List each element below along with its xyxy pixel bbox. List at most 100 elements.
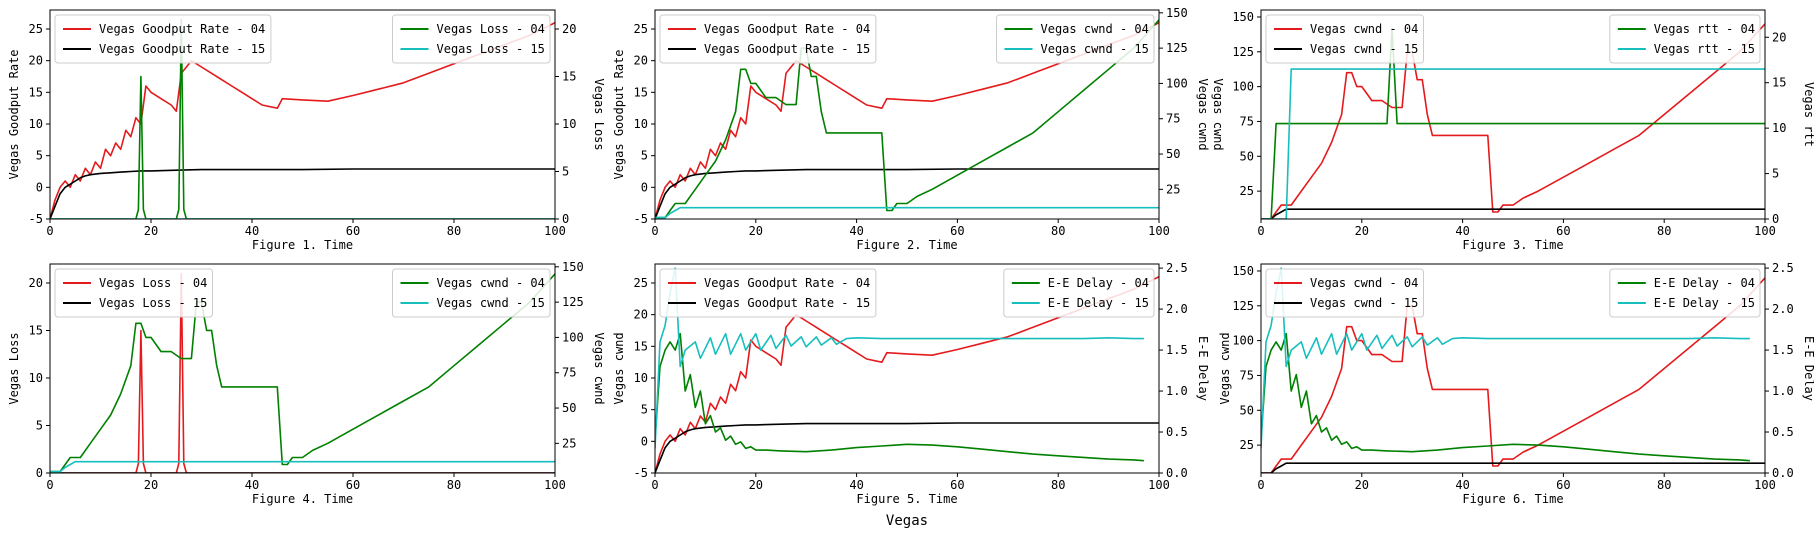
x-tick-label: 40 (849, 224, 863, 238)
y-right-tick-label: 150 (562, 260, 584, 274)
series-line-right-1 (1261, 27, 1765, 219)
legend-label: Vegas Loss - 04 (99, 276, 207, 290)
y-right-tick-label: 5 (1772, 167, 1779, 181)
legend-left: Vegas Goodput Rate - 04 Vegas Goodput Rat… (659, 14, 877, 64)
series-line-left-2 (1261, 208, 1765, 219)
y-left-tick-label: 75 (1240, 114, 1254, 128)
y-left-tick-label: 20 (634, 54, 648, 68)
y-left-tick-label: 25 (634, 276, 648, 290)
plot-frame (654, 263, 1160, 474)
series-line-left-2 (1261, 462, 1765, 473)
y-right-tick-label: 2.5 (1772, 261, 1794, 275)
y-right-tick-label: 0.5 (1166, 425, 1188, 439)
legend-box (54, 14, 272, 64)
y-left-tick-label: 10 (634, 117, 648, 131)
legend-label: Vegas Goodput Rate - 15 (704, 42, 870, 56)
x-tick-label: 40 (849, 478, 863, 492)
legend-label: Vegas rtt - 04 (1654, 22, 1755, 36)
series-line-right-2 (655, 267, 1144, 449)
legend-label: Vegas cwnd - 15 (1310, 42, 1418, 56)
y-right-tick-label: 100 (1166, 76, 1188, 90)
legend-label: Vegas Loss - 15 (437, 42, 545, 56)
y-left-tick-label: 0 (36, 180, 43, 194)
series-line-left-2 (50, 168, 555, 219)
y-left-tick-label: 50 (1240, 149, 1254, 163)
y-left-tick-label: 25 (634, 22, 648, 36)
y-right-tick-label: 20 (1772, 30, 1786, 44)
y-left-tick-label: 5 (36, 419, 43, 433)
y-left-tick-label: -5 (29, 212, 43, 226)
series-line-right-1 (655, 332, 1144, 462)
y-right-tick-label: 15 (1772, 76, 1786, 90)
x-axis-label: Figure 5. Time (856, 492, 957, 506)
x-tick-label: 0 (46, 478, 53, 492)
x-tick-label: 100 (1754, 478, 1776, 492)
legend-label: E-E Delay - 15 (1048, 296, 1149, 310)
series-line-right-1 (1261, 332, 1750, 462)
y-right-tick-label: 25 (1166, 182, 1180, 196)
x-tick-label: 0 (46, 224, 53, 238)
y-right-tick-label: 75 (1166, 112, 1180, 126)
series-line-right-2 (1261, 68, 1765, 219)
y-left-tick-label: -5 (634, 212, 648, 226)
legend-label: Vegas Goodput Rate - 04 (704, 22, 870, 36)
y-right-tick-label: 10 (562, 117, 576, 131)
figure-suptitle: Vegas (885, 513, 929, 529)
y-left-tick-label: 0 (641, 434, 648, 448)
legend-box (1265, 14, 1424, 64)
y-right-tick-label: 125 (562, 295, 584, 309)
y-left-tick-label: 25 (1240, 438, 1254, 452)
series-line-right-2 (1261, 267, 1750, 449)
series-line-left-1 (655, 275, 1159, 473)
legend-label: Vegas cwnd - 04 (1310, 276, 1418, 290)
y-left-tick-label: 5 (641, 403, 648, 417)
legend-right: Vegas Loss - 04 Vegas Loss - 15 (392, 14, 551, 64)
series-line-right-1 (50, 273, 555, 473)
legend-right: Vegas cwnd - 04 Vegas cwnd - 15 (996, 14, 1155, 64)
x-tick-label: 80 (1051, 478, 1065, 492)
series-line-left-2 (655, 422, 1159, 473)
y-right-tick-label: 2.0 (1772, 302, 1794, 316)
x-tick-label: 0 (651, 224, 658, 238)
x-tick-label: 0 (1257, 478, 1264, 492)
x-tick-label: 60 (1556, 478, 1570, 492)
y-left-tick-label: 125 (1232, 45, 1254, 59)
y-right-axis-label: E-E Delay (1196, 336, 1210, 401)
x-tick-label: 60 (346, 224, 360, 238)
series-line-right-1 (655, 19, 1159, 219)
series-line-left-1 (50, 21, 555, 219)
x-tick-label: 20 (144, 478, 158, 492)
x-tick-label: 100 (544, 478, 566, 492)
series-line-right-2 (655, 206, 1159, 219)
y-left-tick-label: 20 (634, 308, 648, 322)
legend-right: E-E Delay - 04 E-E Delay - 15 (1609, 268, 1761, 318)
y-left-axis-label: Vegas Goodput Rate (612, 49, 626, 179)
y-right-tick-label: 10 (1772, 121, 1786, 135)
y-left-tick-label: 5 (36, 149, 43, 163)
x-tick-label: 80 (1657, 224, 1671, 238)
y-right-axis-label: E-E Delay (1802, 336, 1814, 401)
legend-box (392, 268, 551, 318)
legend-label: Vegas Loss - 04 (437, 22, 545, 36)
legend-label: Vegas rtt - 15 (1654, 42, 1755, 56)
y-left-tick-label: 100 (1232, 334, 1254, 348)
x-axis-label: Figure 3. Time (1462, 238, 1563, 252)
legend-right: Vegas cwnd - 04 Vegas cwnd - 15 (392, 268, 551, 318)
plot-frame (49, 9, 556, 220)
legend-label: E-E Delay - 04 (1654, 276, 1755, 290)
legend-label: Vegas cwnd - 15 (1310, 296, 1418, 310)
y-right-tick-label: 1.0 (1772, 384, 1794, 398)
y-left-axis-label: Vegas cwnd (1218, 332, 1232, 404)
x-tick-label: 0 (651, 478, 658, 492)
legend-label: Vegas cwnd - 15 (437, 296, 545, 310)
y-right-tick-label: 15 (562, 70, 576, 84)
x-tick-label: 80 (1051, 224, 1065, 238)
y-right-axis-label: Vegas cwnd (1196, 78, 1210, 150)
y-left-axis-label: Vegas cwnd (612, 332, 626, 404)
plot-frame (654, 9, 1160, 220)
legend-box (1609, 14, 1761, 64)
x-tick-label: 100 (1148, 478, 1170, 492)
chart-panel-4: 0 20 40 60 80 100 Figure 4. Time 0 5 10 15 20 Vegas … (7, 260, 606, 506)
